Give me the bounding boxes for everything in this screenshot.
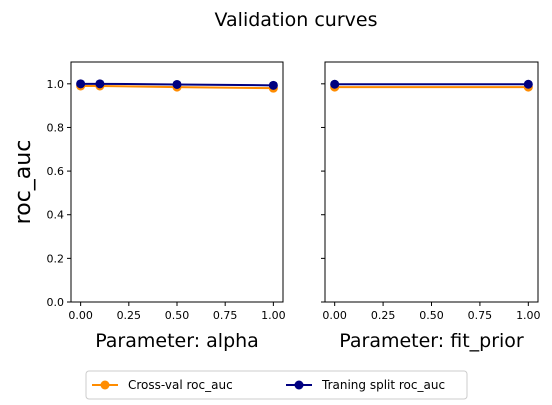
legend-marker	[100, 380, 110, 390]
x-tick-label: 0.50	[165, 309, 190, 322]
data-point	[172, 79, 182, 89]
series-line	[80, 82, 274, 87]
x-axis-label: Parameter: alpha	[95, 330, 259, 352]
x-axis-label: Parameter: fit_prior	[339, 330, 524, 352]
series-line	[80, 85, 274, 90]
x-tick-label: 1.00	[516, 309, 541, 322]
y-axis-label: roc_auc	[11, 140, 36, 225]
legend-marker	[294, 380, 304, 390]
y-tick-label: 0.2	[47, 252, 65, 265]
x-tick-label: 0.75	[468, 309, 493, 322]
x-tick-label: 0.75	[213, 309, 238, 322]
data-point	[268, 80, 278, 90]
data-point	[523, 79, 533, 89]
x-tick-label: 0.50	[419, 309, 444, 322]
series-training	[76, 79, 278, 90]
x-tick-label: 0.00	[322, 309, 347, 322]
x-tick-label: 1.00	[261, 309, 286, 322]
y-tick-label: 1.0	[47, 78, 65, 91]
data-point	[76, 79, 86, 89]
y-tick-label: 0.4	[47, 209, 65, 222]
panel-1: 0.0 0.2 0.4 0.6 0.8 1.0 0.00 0.25 0.50 0.75 1.00Pa…	[11, 61, 286, 352]
legend: Cross-val roc_auc Traning split roc_auc	[85, 370, 468, 400]
axes-frame	[70, 61, 284, 303]
x-tick-label: 0.25	[371, 309, 396, 322]
y-tick-label: 0.6	[47, 165, 65, 178]
y-tick-label: 0.8	[47, 121, 65, 134]
series-training	[330, 79, 533, 89]
x-tick-label: 0.00	[68, 309, 93, 322]
x-tick-label: 0.25	[117, 309, 142, 322]
panel-2: 0.00 0.25 0.50 0.75 1.00 Parameter: fit_prior	[321, 61, 541, 352]
axes-frame	[324, 61, 539, 303]
legend-entry-label: Traning split roc_auc	[321, 378, 445, 392]
legend-box	[85, 370, 468, 400]
figure-title: Validation curves	[215, 9, 378, 31]
y-tick-label: 0.0	[47, 296, 65, 309]
legend-entry-label: Cross-val roc_auc	[128, 378, 233, 392]
data-point	[95, 79, 105, 89]
data-point	[330, 79, 340, 89]
